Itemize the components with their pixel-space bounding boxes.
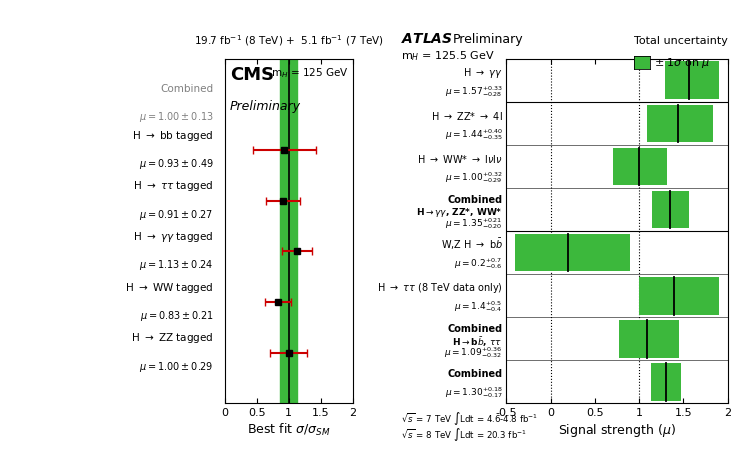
Text: $\sqrt{s}$ = 7 TeV $\int$Ldt = 4.6-4.8 fb$^{-1}$: $\sqrt{s}$ = 7 TeV $\int$Ldt = 4.6-4.8 f…: [401, 410, 538, 427]
Text: $\mu = 1.00 \pm 0.29$: $\mu = 1.00 \pm 0.29$: [140, 360, 214, 374]
Bar: [652, 191, 688, 228]
Text: $\mu = 1.13 \pm 0.24$: $\mu = 1.13 \pm 0.24$: [140, 259, 214, 272]
Text: $\mathbfit{ATLAS}$: $\mathbfit{ATLAS}$: [401, 32, 453, 46]
Text: $\mu = 0.83 \pm 0.21$: $\mu = 0.83 \pm 0.21$: [140, 309, 214, 323]
Bar: [650, 363, 682, 400]
X-axis label: Best fit $\sigma/\sigma_{SM}$: Best fit $\sigma/\sigma_{SM}$: [247, 422, 331, 439]
Text: H $\rightarrow$ $\gamma\gamma$ tagged: H $\rightarrow$ $\gamma\gamma$ tagged: [134, 230, 214, 244]
Text: H $\rightarrow$ ZZ tagged: H $\rightarrow$ ZZ tagged: [131, 331, 214, 345]
Text: m$_{H}$ = 125.5 GeV: m$_{H}$ = 125.5 GeV: [401, 49, 495, 63]
Text: H $\rightarrow$ WW tagged: H $\rightarrow$ WW tagged: [125, 281, 214, 295]
Text: $\mu = 1.35^{+0.21}_{-0.20}$: $\mu = 1.35^{+0.21}_{-0.20}$: [445, 216, 503, 231]
Text: W,Z H $\rightarrow$ b$\bar{b}$: W,Z H $\rightarrow$ b$\bar{b}$: [440, 237, 503, 252]
Text: $\mu = 1.00 \pm 0.13$: $\mu = 1.00 \pm 0.13$: [139, 110, 214, 124]
Text: $\mu = 1.00^{+0.32}_{-0.29}$: $\mu = 1.00^{+0.32}_{-0.29}$: [445, 170, 503, 185]
Bar: [664, 62, 718, 99]
Text: Combined: Combined: [447, 324, 503, 334]
Text: $\pm$ 1$\sigma$ on $\mu$: $\pm$ 1$\sigma$ on $\mu$: [654, 56, 710, 69]
Text: $\mu = 1.30^{+0.18}_{-0.17}$: $\mu = 1.30^{+0.18}_{-0.17}$: [445, 386, 503, 400]
Text: $\mu = 1.57^{+0.33}_{-0.28}$: $\mu = 1.57^{+0.33}_{-0.28}$: [445, 84, 503, 99]
Text: $\mu = 1.09^{+0.36}_{-0.32}$: $\mu = 1.09^{+0.36}_{-0.32}$: [445, 345, 503, 360]
Text: Preliminary: Preliminary: [230, 100, 301, 113]
Text: Combined: Combined: [447, 195, 503, 205]
Text: $\mu = 0.93 \pm 0.49$: $\mu = 0.93 \pm 0.49$: [139, 157, 214, 171]
Text: Combined: Combined: [160, 84, 214, 94]
X-axis label: Signal strength ($\mu$): Signal strength ($\mu$): [558, 422, 676, 439]
Text: H $\rightarrow$ WW* $\rightarrow$ l$\nu$l$\nu$: H $\rightarrow$ WW* $\rightarrow$ l$\nu$…: [416, 153, 503, 165]
Text: $\mu = 0.91 \pm 0.27$: $\mu = 0.91 \pm 0.27$: [140, 208, 214, 222]
Text: Total uncertainty: Total uncertainty: [634, 36, 728, 46]
Text: $\mu = 1.4^{+0.5}_{-0.4}$: $\mu = 1.4^{+0.5}_{-0.4}$: [454, 299, 503, 314]
Bar: [614, 148, 668, 185]
Text: $\sqrt{s}$ = 8 TeV $\int$Ldt = 20.3 fb$^{-1}$: $\sqrt{s}$ = 8 TeV $\int$Ldt = 20.3 fb$^…: [401, 426, 527, 443]
Text: H $\rightarrow$ $\tau\tau$ tagged: H $\rightarrow$ $\tau\tau$ tagged: [133, 179, 214, 193]
Text: $\mu = 0.2^{+0.7}_{-0.6}$: $\mu = 0.2^{+0.7}_{-0.6}$: [454, 256, 503, 271]
Text: H $\rightarrow$ $\gamma\gamma$: H $\rightarrow$ $\gamma\gamma$: [463, 66, 503, 80]
Text: Preliminary: Preliminary: [452, 33, 523, 46]
Text: m$_{H}$ = 125 GeV: m$_{H}$ = 125 GeV: [271, 66, 349, 80]
Bar: [619, 320, 679, 357]
Bar: [647, 105, 713, 142]
Bar: [515, 234, 630, 271]
Text: H $\rightarrow$ $\tau\tau$ (8 TeV data only): H $\rightarrow$ $\tau\tau$ (8 TeV data o…: [376, 281, 502, 295]
Bar: [639, 277, 718, 314]
Bar: [280, 59, 297, 403]
Text: Combined: Combined: [447, 369, 503, 379]
Text: H $\rightarrow$ ZZ* $\rightarrow$ 4l: H $\rightarrow$ ZZ* $\rightarrow$ 4l: [430, 110, 502, 122]
Text: CMS: CMS: [230, 66, 274, 84]
Text: H$\rightarrow\gamma\gamma$, ZZ*, WW*: H$\rightarrow\gamma\gamma$, ZZ*, WW*: [416, 207, 503, 219]
Text: H $\rightarrow$ bb tagged: H $\rightarrow$ bb tagged: [133, 129, 214, 143]
Text: 19.7 fb$^{-1}$ (8 TeV) +  5.1 fb$^{-1}$ (7 TeV): 19.7 fb$^{-1}$ (8 TeV) + 5.1 fb$^{-1}$ (…: [194, 33, 384, 48]
Text: $\mu = 1.44^{+0.40}_{-0.35}$: $\mu = 1.44^{+0.40}_{-0.35}$: [445, 127, 503, 142]
Text: H$\rightarrow$b$\bar{b}$, $\tau\tau$: H$\rightarrow$b$\bar{b}$, $\tau\tau$: [452, 335, 503, 349]
